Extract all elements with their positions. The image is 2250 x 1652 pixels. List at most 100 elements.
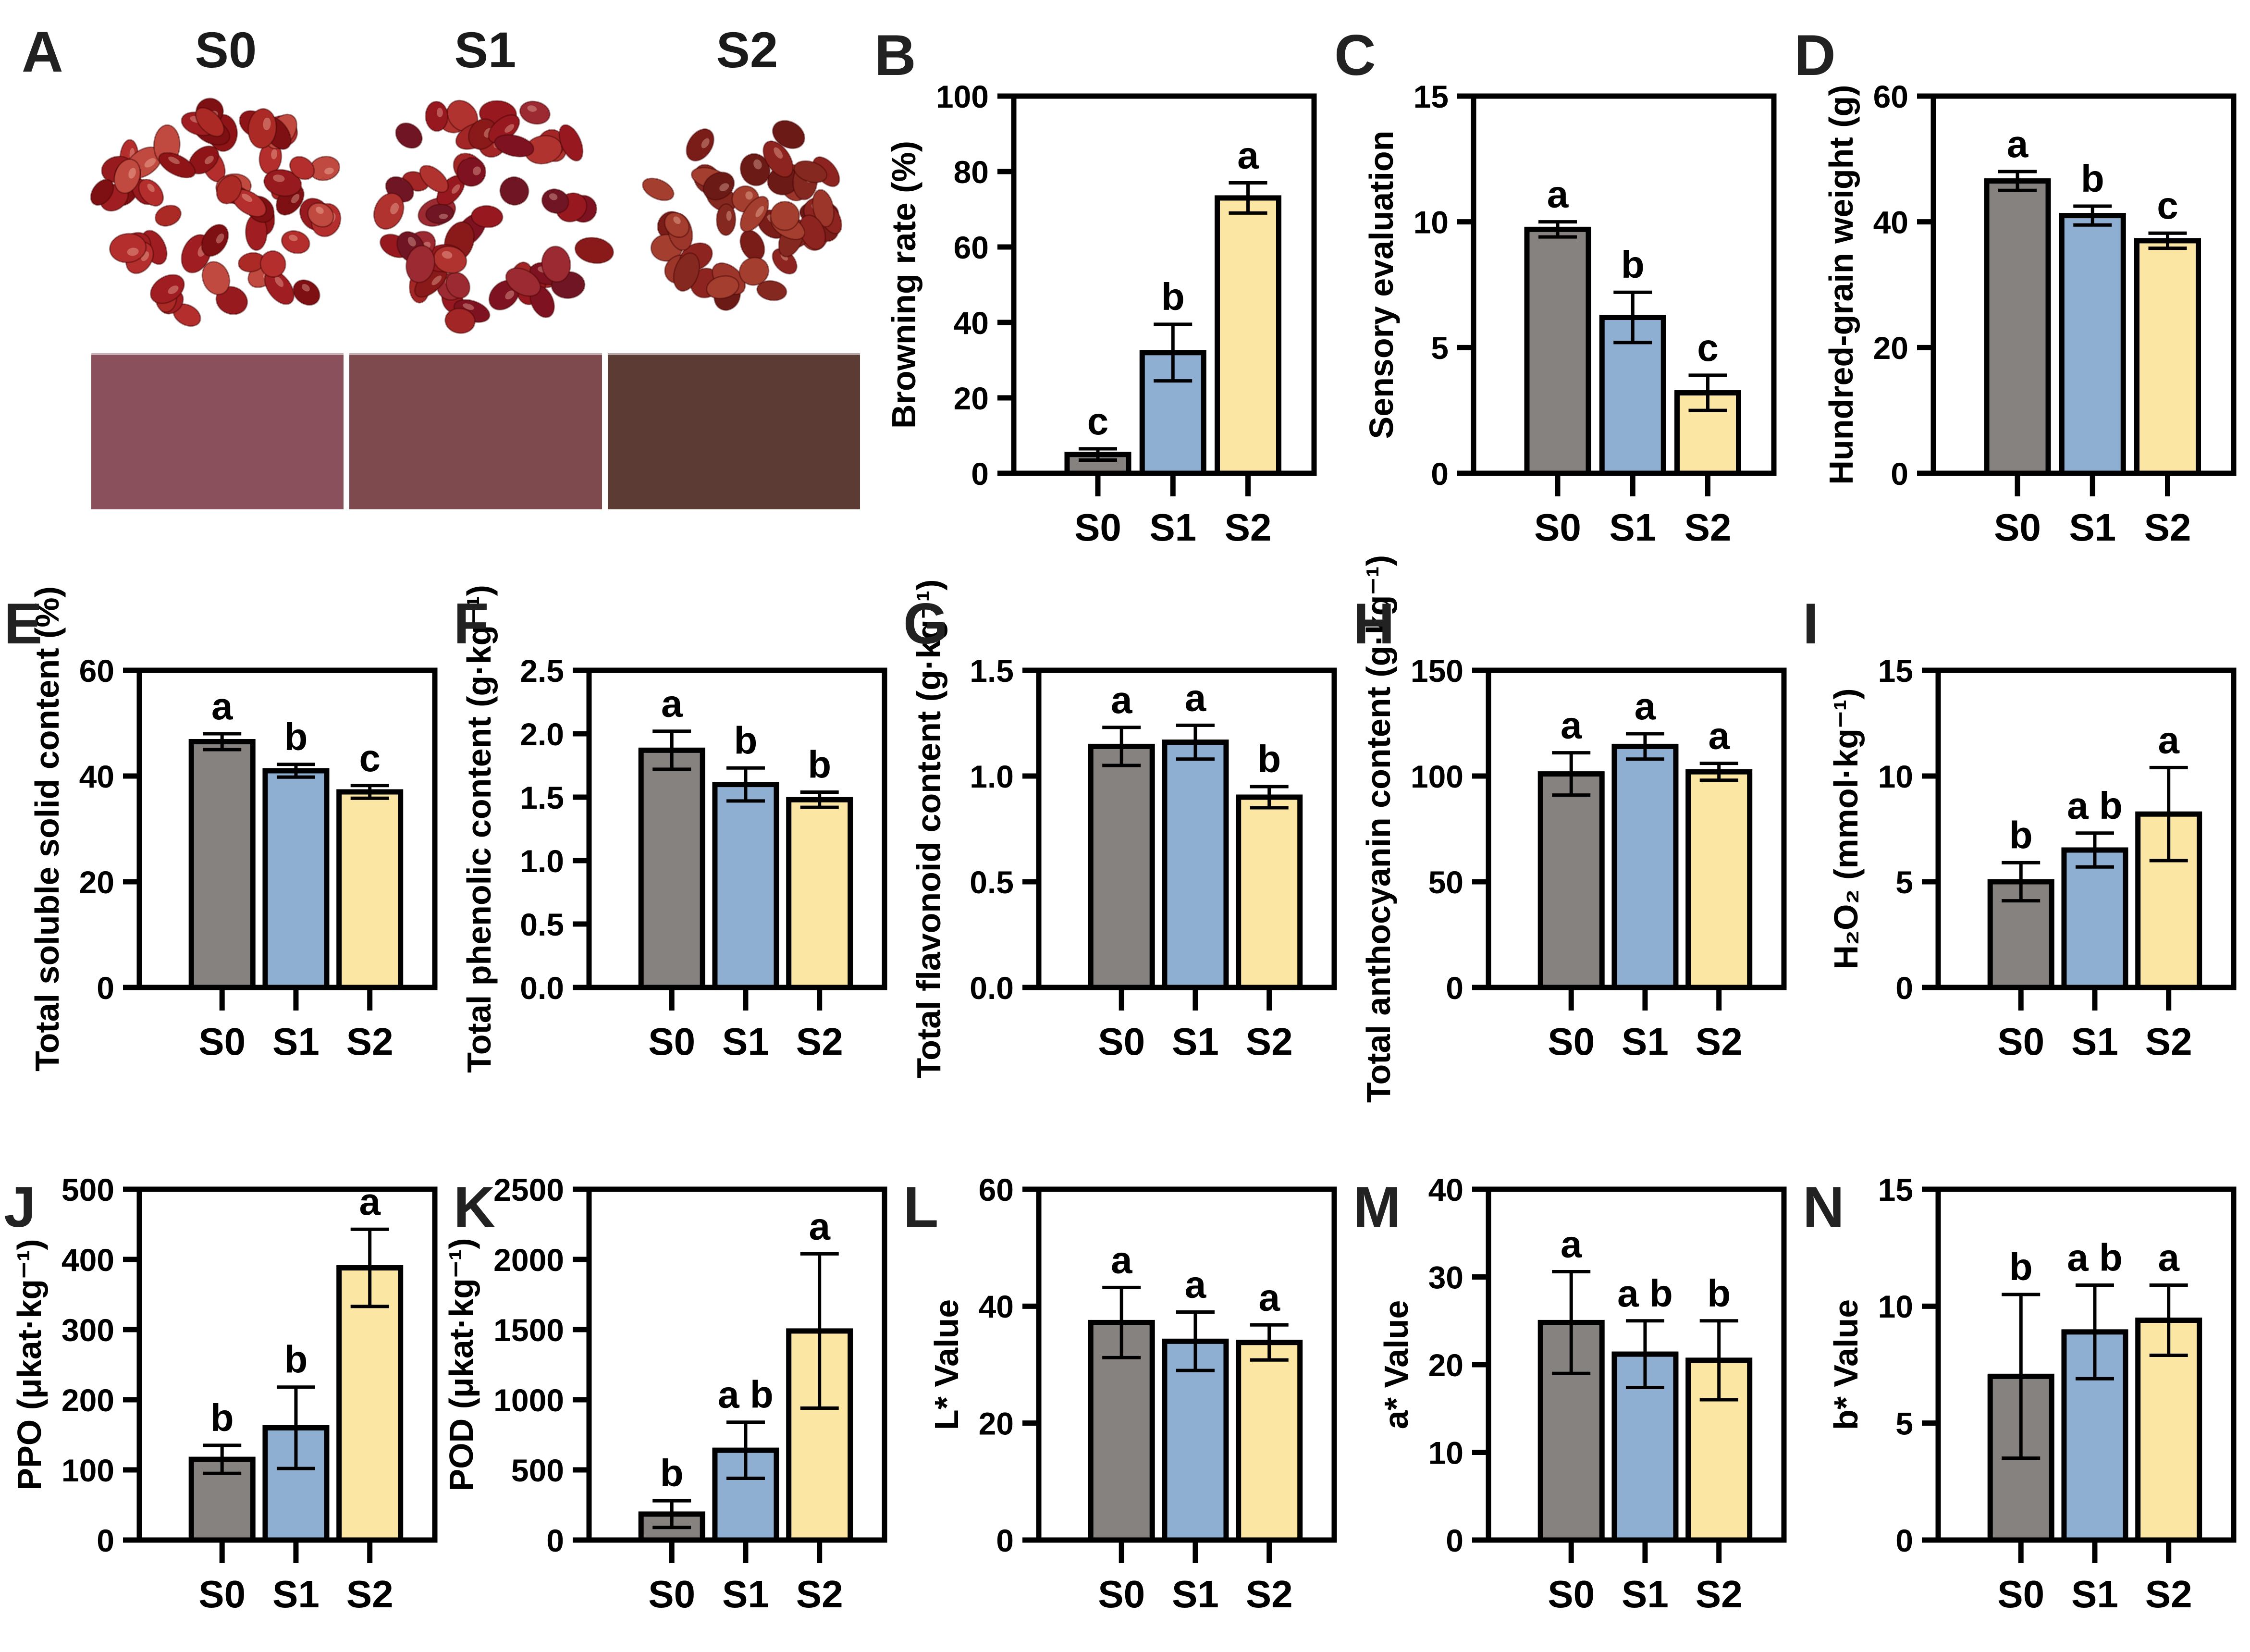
bar-S2 bbox=[336, 789, 404, 990]
y-tick-label: 40 bbox=[979, 1289, 1014, 1324]
chart-C-plot: 0 5 10 15 Sensory evaluation a S0 b S1 c S2 bbox=[1363, 79, 1777, 549]
sig-letter: a bbox=[1547, 173, 1569, 216]
seed bbox=[158, 152, 196, 179]
y-tick-label: 0 bbox=[971, 456, 989, 492]
chart-I-plot: 0 5 10 15 H₂O₂ (mmol·kg⁻¹) b S0 a b S1 a S2 bbox=[1827, 653, 2237, 1063]
seed bbox=[772, 120, 805, 149]
seed bbox=[201, 261, 231, 296]
bar-S2 bbox=[2134, 238, 2201, 476]
seed bbox=[664, 211, 690, 238]
seed bbox=[195, 107, 225, 137]
seed-highlight bbox=[274, 276, 284, 287]
y-tick-label: 10 bbox=[1428, 1435, 1463, 1470]
sig-letter: a bbox=[2007, 123, 2029, 165]
panel-k: K 0 500 1000 1500 2000 2500 POD (μkat·kg⁻¹) b S0… bbox=[443, 1153, 899, 1652]
panel-g: G 0.0 0.5 1.0 1.5 Total flavonoid content (g… bbox=[899, 553, 1349, 1153]
sig-letter: a bbox=[809, 1205, 830, 1247]
y-axis-title: Total flavonoid content (g·kg⁻¹) bbox=[910, 579, 947, 1079]
seed-highlight bbox=[452, 184, 460, 194]
x-category-label: S0 bbox=[1074, 506, 1121, 549]
y-tick-label: 0 bbox=[546, 1523, 564, 1558]
sig-letter: a bbox=[1111, 678, 1132, 721]
seed-highlight bbox=[289, 234, 298, 241]
seed bbox=[541, 188, 569, 214]
seed bbox=[519, 100, 551, 125]
sig-letter: a bbox=[359, 1180, 381, 1223]
bar-S0 bbox=[1088, 743, 1155, 990]
sig-letter: a bbox=[2158, 718, 2179, 761]
seed-highlight bbox=[701, 138, 710, 148]
seed-cluster-image-S0 bbox=[90, 98, 342, 327]
y-tick-label: 20 bbox=[1428, 1347, 1463, 1383]
x-category-label: S1 bbox=[1622, 1573, 1669, 1615]
x-category-label: S0 bbox=[1997, 1573, 2044, 1615]
sig-letter: c bbox=[2157, 184, 2178, 227]
y-tick-label: 500 bbox=[61, 1172, 114, 1208]
seed-highlight bbox=[726, 210, 732, 221]
x-category-label: S2 bbox=[2145, 1573, 2192, 1615]
sig-letter: a bbox=[1111, 1238, 1132, 1281]
seed-highlight bbox=[272, 174, 285, 182]
x-category-label: S1 bbox=[722, 1573, 769, 1615]
y-tick-label: 1500 bbox=[493, 1312, 564, 1348]
panel-j: J 0 100 200 300 400 500 PPO (μkat·kg⁻¹) b S0 b S1 a… bbox=[0, 1153, 450, 1652]
seed bbox=[109, 233, 147, 263]
y-tick-label: 0 bbox=[1446, 1523, 1463, 1558]
seed bbox=[373, 192, 405, 230]
x-category-label: S0 bbox=[1994, 506, 2041, 549]
y-tick-label: 1.0 bbox=[970, 759, 1014, 794]
color-swatch-s1 bbox=[349, 353, 602, 509]
seed bbox=[263, 169, 302, 197]
seed bbox=[706, 275, 740, 299]
seed bbox=[281, 230, 310, 254]
y-tick-label: 50 bbox=[1428, 864, 1463, 900]
y-axis-title: Total anthocyanin content (g·kg⁻¹) bbox=[1360, 555, 1397, 1103]
seed bbox=[154, 204, 182, 227]
y-tick-label: 20 bbox=[1873, 330, 1908, 366]
sig-letter: a bbox=[1185, 676, 1206, 719]
seed-cluster-s0 bbox=[72, 79, 380, 351]
sig-letter: b bbox=[210, 1396, 234, 1439]
x-category-label: S0 bbox=[1098, 1573, 1145, 1615]
x-category-label: S2 bbox=[346, 1573, 393, 1615]
panel-letter-c: C bbox=[1334, 23, 1376, 87]
sig-letter: a bbox=[1561, 704, 1582, 747]
total-phenolic-chart: 0.0 0.5 1.0 1.5 2.0 2.5 Total phenolic content… bbox=[450, 553, 899, 1153]
y-tick-label: 15 bbox=[1878, 1172, 1913, 1208]
sig-letter: a bbox=[1635, 685, 1656, 727]
sig-letter: b bbox=[1257, 738, 1281, 780]
panel-letter-f: F bbox=[454, 592, 489, 656]
y-tick-label: 40 bbox=[79, 759, 114, 794]
panel-a: A S0 S1 S2 bbox=[0, 0, 870, 553]
panel-letter-b: B bbox=[874, 23, 916, 87]
a-value-chart: 0 10 20 30 40 a* Value a S0 a b S1 b S2 bbox=[1349, 1153, 1799, 1652]
sig-letter: b bbox=[1707, 1272, 1731, 1315]
y-tick-label: 2000 bbox=[493, 1242, 564, 1278]
panel-f: F 0.0 0.5 1.0 1.5 2.0 2.5 Total phenolic conte… bbox=[450, 553, 899, 1153]
x-category-label: S2 bbox=[1696, 1573, 1743, 1615]
row-3: J 0 100 200 300 400 500 PPO (μkat·kg⁻¹) b S0 b S1 a… bbox=[0, 1153, 2250, 1652]
y-tick-label: 1.0 bbox=[520, 843, 564, 879]
sig-letter: b bbox=[2009, 814, 2033, 856]
bar-S2 bbox=[1236, 1340, 1303, 1543]
seed bbox=[739, 196, 769, 233]
seed bbox=[307, 202, 334, 228]
sig-letter: a bbox=[211, 685, 233, 727]
bar-S2 bbox=[1685, 769, 1753, 990]
y-tick-label: 1.5 bbox=[970, 653, 1014, 689]
ppo-chart: 0 100 200 300 400 500 PPO (μkat·kg⁻¹) b S0 b S1 a S2 bbox=[0, 1153, 450, 1652]
y-tick-label: 0 bbox=[97, 1523, 114, 1558]
seed bbox=[247, 108, 277, 149]
seed bbox=[738, 257, 770, 286]
chart-K-plot: 0 500 1000 1500 2000 2500 POD (μkat·kg⁻¹) b S0 a … bbox=[443, 1172, 887, 1615]
sig-letter: a bbox=[2158, 1236, 2179, 1279]
y-tick-label: 2500 bbox=[493, 1172, 564, 1208]
panel-letter-e: E bbox=[4, 592, 43, 656]
y-tick-label: 40 bbox=[954, 305, 989, 341]
bar-S1 bbox=[2059, 213, 2126, 476]
seed bbox=[150, 274, 185, 304]
y-tick-label: 5 bbox=[1431, 330, 1449, 366]
y-tick-label: 0.0 bbox=[520, 970, 564, 1006]
seed-highlight bbox=[168, 156, 180, 164]
y-tick-label: 30 bbox=[1428, 1259, 1463, 1295]
